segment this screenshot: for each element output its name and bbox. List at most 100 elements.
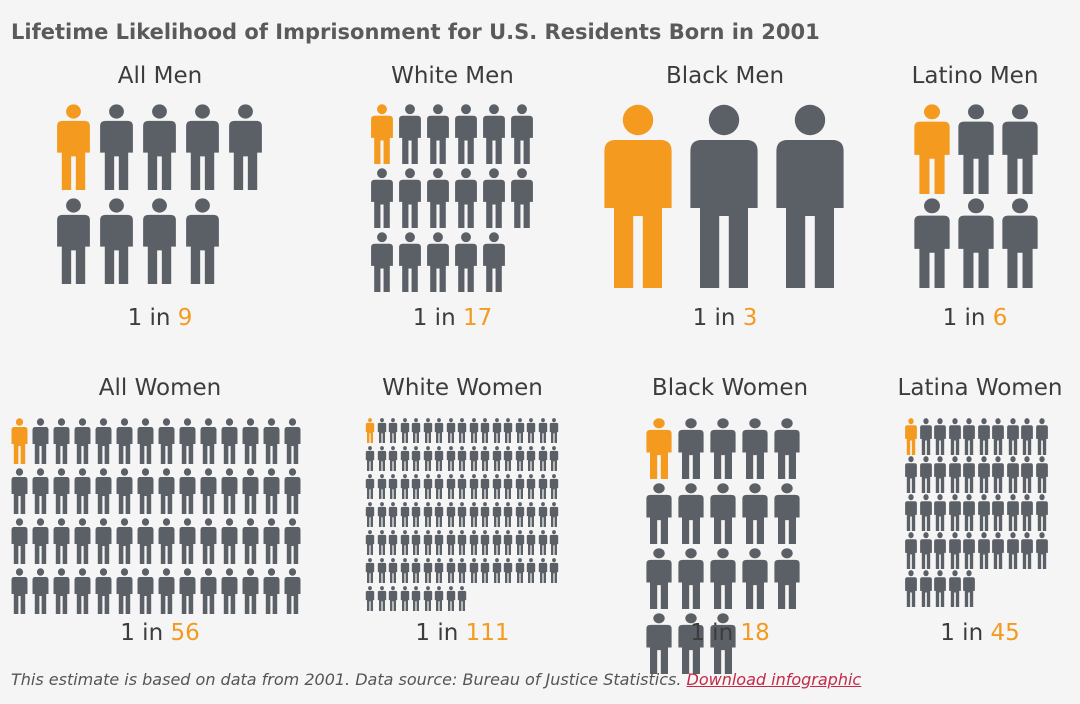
download-infographic-link[interactable]: Download infographic <box>686 670 862 689</box>
person-icon <box>400 418 409 443</box>
person-icon <box>480 558 490 583</box>
person-icon <box>242 568 259 614</box>
person-icon <box>992 418 1004 455</box>
person-icon <box>100 104 133 190</box>
figure-grid <box>644 418 830 674</box>
highlighted-person-icon <box>365 418 375 443</box>
person-icon <box>934 532 946 569</box>
person-icon <box>963 532 975 569</box>
person-icon <box>95 468 112 514</box>
person-icon <box>434 446 444 471</box>
person-icon <box>526 502 536 527</box>
person-icon <box>1006 532 1019 569</box>
person-icon <box>186 104 219 190</box>
person-icon <box>492 418 501 443</box>
ratio-prefix: 1 in <box>120 620 164 646</box>
person-icon <box>919 456 932 493</box>
person-icon <box>434 474 444 499</box>
group-black-women: Black Women 1 in 18 <box>620 0 840 674</box>
person-icon <box>710 548 736 609</box>
person-icon <box>948 532 961 569</box>
person-icon <box>143 104 176 190</box>
person-icon <box>455 104 477 164</box>
person-icon <box>377 502 386 527</box>
person-icon <box>492 446 501 471</box>
person-icon <box>377 418 386 443</box>
person-icon <box>263 468 280 514</box>
person-icon <box>503 558 513 583</box>
person-icon <box>549 474 559 499</box>
person-icon <box>934 456 946 493</box>
ratio-text: 1 in 18 <box>620 620 840 646</box>
person-icon <box>434 558 444 583</box>
person-icon <box>95 518 112 564</box>
person-icon <box>1035 456 1048 493</box>
person-icon <box>526 558 536 583</box>
person-icon <box>365 530 375 555</box>
group-latino-men: Latino Men 1 in 6 <box>900 0 1050 660</box>
person-icon <box>446 474 455 499</box>
person-icon <box>977 456 990 493</box>
person-icon <box>365 502 375 527</box>
person-icon <box>446 446 455 471</box>
person-icon <box>399 168 421 228</box>
person-icon <box>1035 532 1048 569</box>
ratio-prefix: 1 in <box>412 305 456 331</box>
person-icon <box>977 532 990 569</box>
person-icon <box>423 474 432 499</box>
figure-grid <box>54 104 280 284</box>
ratio-value: 6 <box>992 305 1008 331</box>
person-icon <box>200 418 217 464</box>
person-icon <box>774 483 800 544</box>
ratio-value: 111 <box>465 620 510 646</box>
person-icon <box>1021 418 1033 455</box>
person-icon <box>143 198 176 284</box>
person-icon <box>457 586 467 611</box>
person-icon <box>371 232 393 292</box>
person-icon <box>434 502 444 527</box>
ratio-value: 45 <box>990 620 1020 646</box>
person-icon <box>690 104 758 288</box>
person-icon <box>263 518 280 564</box>
ratio-text: 1 in 6 <box>900 305 1050 331</box>
person-icon <box>137 418 154 464</box>
ratio-text: 1 in 9 <box>40 305 280 331</box>
person-icon <box>377 530 386 555</box>
person-icon <box>948 418 961 455</box>
person-icon <box>457 558 467 583</box>
person-icon <box>95 568 112 614</box>
person-icon <box>137 568 154 614</box>
group-all-women: All Women 1 in 56 <box>0 0 320 660</box>
person-icon <box>963 456 975 493</box>
person-icon <box>179 418 196 464</box>
ratio-text: 1 in 3 <box>590 305 860 331</box>
person-icon <box>469 502 478 527</box>
person-icon <box>948 456 961 493</box>
group-label: White Men <box>391 63 514 89</box>
person-icon <box>483 232 505 292</box>
person-icon <box>242 468 259 514</box>
person-icon <box>423 586 432 611</box>
person-icon <box>388 446 398 471</box>
person-icon <box>179 568 196 614</box>
person-icon <box>284 518 301 564</box>
highlighted-person-icon <box>905 418 917 455</box>
person-icon <box>503 502 513 527</box>
footer-note: This estimate is based on data from 2001… <box>11 670 861 689</box>
ratio-value: 3 <box>742 305 758 331</box>
figure-grid <box>598 104 860 288</box>
person-icon <box>457 502 467 527</box>
person-icon <box>446 530 455 555</box>
person-icon <box>549 558 559 583</box>
person-icon <box>455 232 477 292</box>
person-icon <box>1006 456 1019 493</box>
person-icon <box>371 168 393 228</box>
group-latina-women: Latina Women 1 in 45 <box>890 0 1070 660</box>
person-icon <box>53 518 70 564</box>
person-icon <box>242 418 259 464</box>
figure-grid <box>365 418 560 611</box>
person-icon <box>549 418 559 443</box>
ratio-value: 56 <box>170 620 200 646</box>
person-icon <box>480 502 490 527</box>
person-icon <box>455 168 477 228</box>
